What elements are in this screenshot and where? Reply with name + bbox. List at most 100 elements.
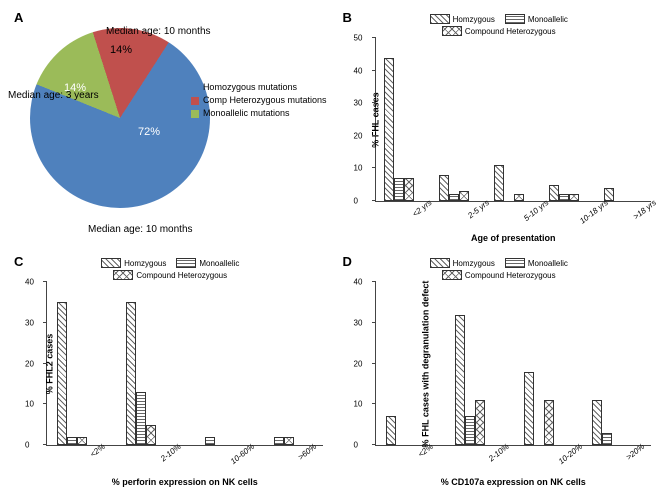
swatch-diag-icon [101, 258, 121, 268]
ytick: 30 [25, 318, 34, 327]
category-label: 2-5 yrs [466, 198, 491, 220]
bar [592, 400, 602, 445]
bar [544, 400, 554, 445]
bar [146, 425, 156, 445]
annotation-homozygous: Median age: 10 months [88, 224, 193, 235]
bar [494, 165, 504, 201]
legend-homozygous: Homozygous mutations [191, 83, 327, 93]
bar [126, 302, 136, 445]
pie-legend: Homozygous mutations Comp Heterozygous m… [191, 80, 327, 122]
panel-d-label: D [343, 254, 352, 269]
bar [465, 416, 475, 445]
ytick: 0 [354, 441, 358, 450]
bar [136, 392, 146, 445]
pct-monoallelic: 14% [110, 44, 132, 56]
panel-b-label: B [343, 10, 352, 25]
panel-a: A Median age: 10 months Median age: 3 ye… [10, 10, 331, 246]
category-label: >18 yrs [632, 198, 658, 221]
ytick: 50 [354, 34, 363, 43]
xlabel-c: % perforin expression on NK cells [112, 477, 258, 487]
bar-group [384, 58, 414, 201]
bar [604, 188, 614, 201]
legend-c-monoallelic: Monoallelic [176, 258, 239, 268]
ytick: 40 [354, 66, 363, 75]
swatch-diag-icon [430, 258, 450, 268]
bar [386, 416, 396, 445]
category-label: 2-10% [487, 442, 511, 463]
bar [205, 437, 215, 445]
ytick: 40 [354, 278, 363, 287]
bar-group [549, 185, 579, 201]
bar [57, 302, 67, 445]
category-label: 2-10% [159, 442, 183, 463]
ytick: 0 [354, 197, 358, 206]
swatch-diag-icon [430, 14, 450, 24]
bar [284, 437, 294, 445]
swatch-lines-icon [176, 258, 196, 268]
bar-group [455, 315, 485, 445]
chart-c: % FHL2 cases % perforin expression on NK… [46, 282, 323, 446]
bar [569, 194, 579, 201]
bar [475, 400, 485, 445]
legend-c-compound: Compound Heterozygous [113, 270, 227, 280]
swatch-lines-icon [505, 258, 525, 268]
category-label: >60% [296, 442, 318, 462]
ylabel-c: % FHL2 cases [44, 333, 54, 394]
swatch-green [191, 110, 199, 118]
bar [439, 175, 449, 201]
bar-group [57, 302, 87, 445]
category-label: <2 yrs [410, 198, 433, 219]
bar-group [386, 416, 416, 445]
ylabel-b: % FHL cases [370, 92, 380, 147]
legend-b-monoallelic: Monoallelic [505, 14, 568, 24]
bar [449, 194, 459, 201]
legend-b-homzygous: Homzygous [430, 14, 495, 24]
bar-group [494, 165, 524, 201]
legend-b-compound: Compound Heterozygous [442, 26, 556, 36]
ytick: 10 [354, 400, 363, 409]
category-label: 10-18 yrs [578, 198, 610, 226]
bar-group [126, 302, 156, 445]
swatch-red [191, 97, 199, 105]
swatch-blue [191, 84, 199, 92]
category-label: 10-20% [557, 442, 584, 466]
pie-annotations: Median age: 10 months Median age: 3 year… [10, 28, 331, 264]
bar [549, 185, 559, 201]
bar [274, 437, 284, 445]
chart-b: % FHL cases Age of presentation 01020304… [375, 38, 652, 202]
ytick: 0 [25, 441, 29, 450]
pct-homozygous: 72% [138, 126, 160, 138]
category-label: 10-60% [228, 442, 255, 466]
xlabel-d: % CD107a expression on NK cells [441, 477, 586, 487]
legend-c: Homzygous Monoallelic Compound Heterozyg… [50, 258, 290, 280]
bar-group [592, 400, 622, 445]
ytick: 30 [354, 318, 363, 327]
ytick: 10 [354, 164, 363, 173]
ytick: 10 [25, 400, 34, 409]
bar [384, 58, 394, 201]
swatch-cross-icon [442, 26, 462, 36]
bar [514, 194, 524, 201]
legend-d: Homzygous Monoallelic Compound Heterozyg… [379, 258, 619, 280]
legend-b: Homzygous Monoallelic Compound Heterozyg… [379, 14, 619, 36]
bar [67, 437, 77, 445]
legend-d-compound: Compound Heterozygous [442, 270, 556, 280]
panel-c-label: C [14, 254, 23, 269]
ylabel-d: % FHL cases with degranulation defect [420, 280, 430, 447]
bar [394, 178, 404, 201]
bar [404, 178, 414, 201]
bar [524, 372, 534, 445]
chart-d: % FHL cases with degranulation defect % … [375, 282, 652, 446]
legend-comphet: Comp Heterozygous mutations [191, 96, 327, 106]
legend-c-homzygous: Homzygous [101, 258, 166, 268]
bar-group [264, 437, 294, 445]
category-label: 5-10 yrs [522, 198, 550, 223]
panel-a-label: A [14, 10, 23, 25]
bar-group [439, 175, 469, 201]
panel-d: D Homzygous Monoallelic Compound Heteroz… [339, 254, 660, 490]
xlabel-b: Age of presentation [471, 233, 556, 243]
category-label: <2% [88, 442, 106, 459]
swatch-cross-icon [442, 270, 462, 280]
legend-monoallelic: Monoallelic mutations [191, 109, 327, 119]
ytick: 20 [354, 131, 363, 140]
